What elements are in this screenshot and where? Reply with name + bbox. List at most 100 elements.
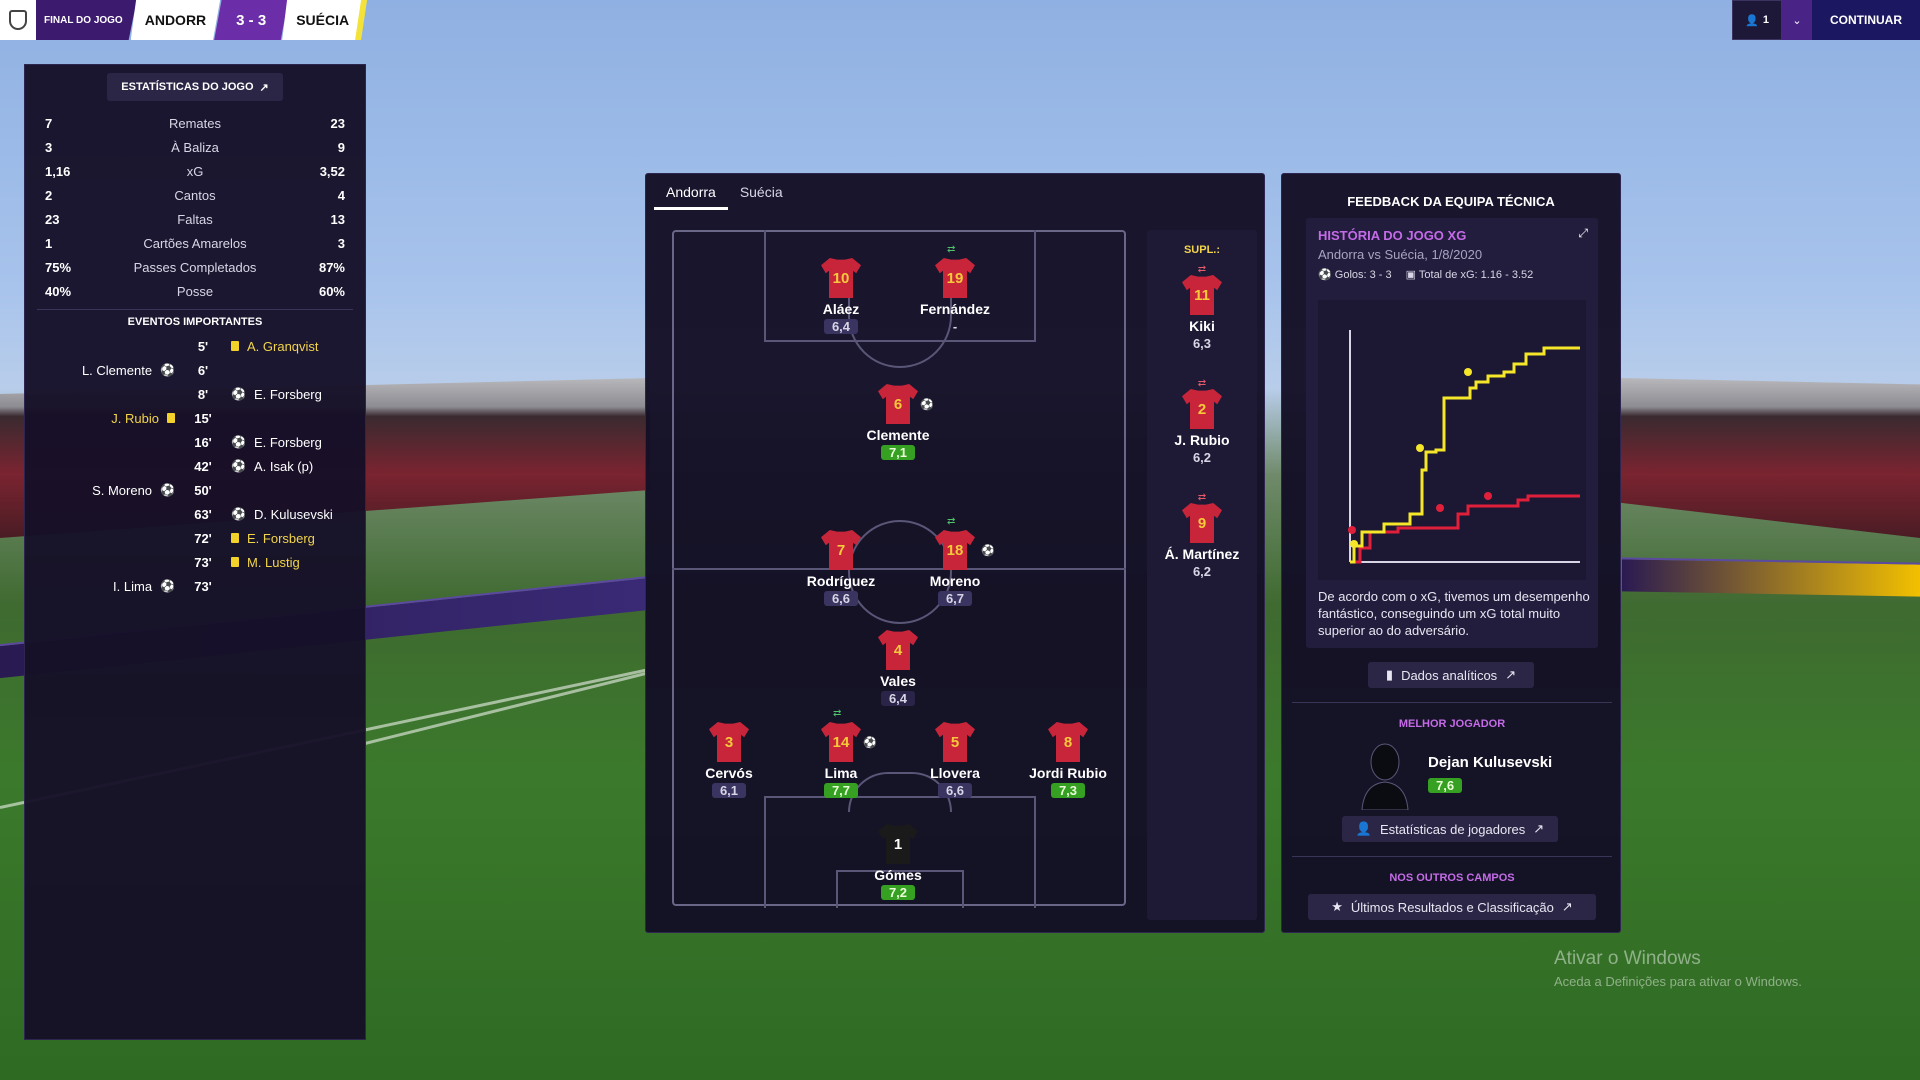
player-rating: 6,2 [1192, 450, 1212, 465]
shirt-icon: 19 [935, 258, 975, 298]
event-away-player[interactable]: M. Lustig [247, 554, 300, 570]
goal-ball-icon: ⚽ [231, 507, 246, 521]
stat-label: Passes Completados [133, 259, 257, 275]
user-icon: 👤 [1355, 821, 1373, 836]
goal-ball-icon: ⚽ [160, 579, 175, 593]
sub-in-icon: ⇄ [947, 516, 956, 527]
pitch-diagram: 10 Aláez 6,4 ⇄ 19 Fernández - ⚽ 6 Clemente 7,1 7… [672, 230, 1126, 908]
latest-results-button[interactable]: ★ Últimos Resultados e Classificação ↗ [1308, 894, 1596, 920]
event-row: 63' ⚽ D. Kulusevski [25, 502, 365, 526]
player-card[interactable]: ⇄ 19 Fernández - [905, 244, 1005, 336]
yellow-card-icon [231, 341, 239, 351]
player-rating: 6,4 [880, 691, 916, 706]
player-rating: 7,2 [880, 885, 916, 900]
stat-home: 1,16 [45, 163, 71, 179]
best-player-name[interactable]: Dejan Kulusevski [1428, 754, 1553, 771]
player-card[interactable]: 5 Llovera 6,6 [905, 722, 1005, 800]
goal-area-bottom [836, 870, 964, 908]
away-xg-line [1350, 346, 1580, 564]
shirt-icon: 5 [935, 722, 975, 762]
event-minute: 16' [194, 434, 212, 450]
sub-player-card[interactable]: ⇄ 2 J. Rubio 6,2 [1152, 378, 1252, 467]
player-name: Clemente [866, 427, 930, 443]
user-icon: 👤 [1745, 14, 1759, 27]
event-row: I. Lima ⚽ 73' [25, 574, 365, 598]
home-goal-marker [1348, 526, 1356, 534]
shirt-icon: 11 [1182, 275, 1222, 315]
stat-row: 7 Remates 23 [25, 111, 365, 135]
home-goal-marker [1484, 492, 1492, 500]
player-rating: 6,4 [823, 319, 859, 334]
sub-in-icon: ⇄ [947, 244, 956, 255]
yellow-card-icon [231, 533, 239, 543]
sub-player-card[interactable]: ⇄ 9 Á. Martínez 6,2 [1152, 492, 1252, 581]
player-card[interactable]: 3 Cervós 6,1 [679, 722, 779, 800]
player-name: Gómes [874, 867, 922, 883]
user-count-button[interactable]: 👤 1 [1732, 0, 1782, 40]
stadium-stand-right [1620, 378, 1920, 538]
xg-total-meta: Total de xG: 1.16 - 3.52 [1418, 269, 1534, 281]
goal-ball-icon: ⚽ [231, 459, 246, 473]
stat-home: 7 [45, 115, 53, 131]
event-away-player[interactable]: A. Granqvist [247, 338, 319, 354]
event-home-player[interactable]: S. Moreno [92, 482, 153, 498]
continue-button[interactable]: CONTINUAR [1812, 0, 1920, 40]
stat-row: 40% Posse 60% [25, 279, 365, 303]
sub-player-card[interactable]: ⇄ 11 Kiki 6,3 [1152, 264, 1252, 353]
events-list: 5' A. Granqvist L. Clemente ⚽ 6' 8' ⚽ E. Fors… [25, 334, 365, 598]
stat-away: 87% [318, 259, 345, 275]
event-home-player[interactable]: J. Rubio [111, 410, 159, 426]
chevron-down-icon[interactable]: ⌄ [1782, 0, 1812, 40]
away-goal-marker [1464, 368, 1472, 376]
player-card[interactable]: ⇄ ⚽ 18 Moreno 6,7 [905, 516, 1005, 608]
player-card[interactable]: ⚽ 6 Clemente 7,1 [848, 384, 948, 462]
event-away-player[interactable]: E. Forsberg [247, 530, 315, 546]
player-rating: 7,7 [823, 783, 859, 798]
xg-history-title: HISTÓRIA DO JOGO XG [1318, 228, 1467, 243]
player-card[interactable]: ⇄ ⚽ 14 Lima 7,7 [791, 708, 891, 800]
player-name: Moreno [929, 573, 981, 589]
tab-suecia[interactable]: Suécia [739, 184, 783, 200]
home-team-name[interactable]: ANDORR [130, 0, 221, 40]
player-card[interactable]: 1 Gómes 7,2 [848, 824, 948, 902]
shirt-icon: 8 [1048, 722, 1088, 762]
player-card[interactable]: 7 Rodríguez 6,6 [791, 530, 891, 608]
player-card[interactable]: 8 Jordi Rubio 7,3 [1018, 722, 1118, 800]
player-name: J. Rubio [1174, 432, 1230, 448]
goal-ball-icon: ⚽ [160, 363, 175, 377]
tab-andorra[interactable]: Andorra [654, 174, 728, 210]
match-stats-header-button[interactable]: ESTATÍSTICAS DO JOGO ↗ [107, 73, 283, 101]
event-away-player[interactable]: A. Isak (p) [253, 458, 314, 474]
event-away-player[interactable]: D. Kulusevski [253, 506, 333, 522]
event-away-player[interactable]: E. Forsberg [253, 434, 322, 450]
stat-away: 3,52 [319, 163, 345, 179]
player-name: Lima [824, 765, 858, 781]
goal-ball-icon: ⚽ [981, 545, 995, 557]
stat-home: 40% [45, 283, 72, 299]
goal-ball-icon: ⚽ [160, 483, 175, 497]
xg-feedback-text: De acordo com o xG, tivemos um desempenh… [1318, 589, 1590, 638]
event-row: 72' E. Forsberg [25, 526, 365, 550]
stat-away: 60% [318, 283, 345, 299]
event-away-player[interactable]: E. Forsberg [253, 386, 322, 402]
event-home-player[interactable]: L. Clemente [81, 362, 153, 378]
away-team-name[interactable]: SUÉCIA [282, 0, 364, 40]
player-name: Vales [880, 673, 916, 689]
analytics-button[interactable]: ▮ Dados analíticos ↗ [1368, 662, 1534, 688]
shirt-icon: 7 [821, 530, 861, 570]
player-stats-button[interactable]: 👤 Estatísticas de jogadores ↗ [1342, 816, 1558, 842]
event-home-player[interactable]: I. Lima [113, 578, 153, 594]
player-name: Cervós [705, 765, 753, 781]
advertising-board-right [1622, 557, 1920, 597]
event-row: J. Rubio 15' [25, 406, 365, 430]
event-minute: 50' [194, 482, 212, 498]
crest-icon [9, 10, 27, 30]
expand-icon[interactable]: ⤢ [1578, 226, 1588, 240]
latest-results-label: Últimos Resultados e Classificação [1350, 899, 1554, 915]
divider [37, 309, 353, 310]
player-rating: 6,6 [823, 591, 859, 606]
player-rating: 6,2 [1192, 564, 1212, 579]
goals-meta: Golos: 3 - 3 [1334, 269, 1392, 281]
player-card[interactable]: 4 Vales 6,4 [848, 630, 948, 708]
player-card[interactable]: 10 Aláez 6,4 [791, 258, 891, 336]
